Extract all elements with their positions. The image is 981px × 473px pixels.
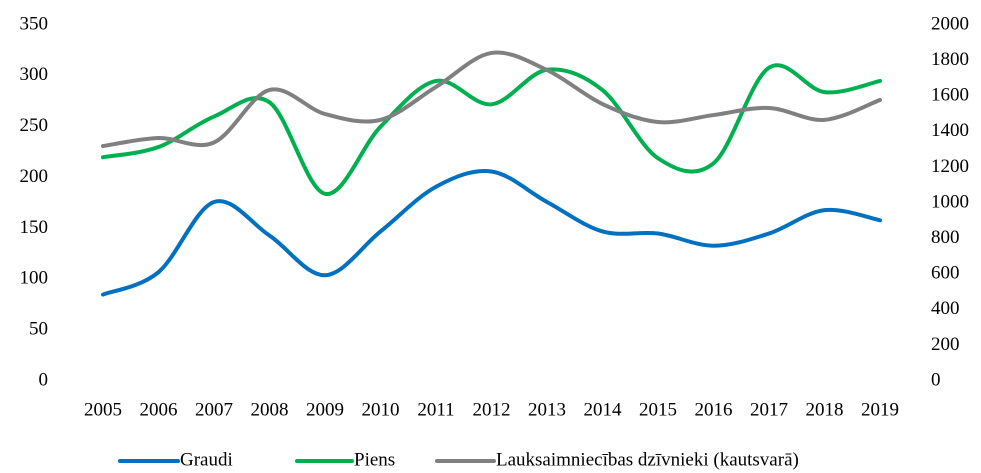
x-tick-label: 2016	[695, 399, 733, 420]
y2-tick-label: 2000	[931, 13, 969, 34]
x-tick-label: 2012	[473, 399, 511, 420]
legend-label: Graudi	[180, 449, 233, 470]
series-line	[101, 50, 882, 149]
x-tick-label: 2006	[140, 399, 178, 420]
y-tick-label: 0	[39, 369, 49, 390]
y-tick-label: 50	[29, 319, 48, 340]
y-tick-label: 250	[20, 115, 49, 136]
y-tick-label: 350	[20, 13, 49, 34]
y2-tick-label: 1400	[931, 120, 969, 141]
x-tick-label: 2009	[306, 399, 344, 420]
series-line	[101, 63, 882, 196]
y2-tick-label: 0	[931, 369, 941, 390]
y2-tick-label: 1200	[931, 156, 969, 177]
x-tick-label: 2019	[861, 399, 899, 420]
x-tick-label: 2015	[639, 399, 677, 420]
legend-label: Piens	[354, 449, 395, 470]
legend-label: Lauksaimniecības dzīvnieki (kautsvarā)	[496, 449, 799, 470]
x-tick-label: 2010	[362, 399, 400, 420]
y2-tick-label: 1600	[931, 85, 969, 106]
y-tick-label: 200	[20, 166, 49, 187]
x-tick-label: 2005	[84, 399, 122, 420]
y-tick-label: 300	[20, 64, 49, 85]
y2-tick-label: 200	[931, 334, 960, 355]
x-tick-label: 2018	[806, 399, 844, 420]
y2-tick-label: 800	[931, 227, 960, 248]
x-tick-label: 2011	[417, 399, 454, 420]
x-tick-label: 2014	[584, 399, 623, 420]
series-line	[101, 168, 882, 297]
y2-tick-label: 600	[931, 263, 960, 284]
x-tick-label: 2017	[750, 399, 788, 420]
y2-tick-label: 1000	[931, 191, 969, 212]
y-tick-label: 150	[20, 217, 49, 238]
y2-tick-label: 400	[931, 298, 960, 319]
x-tick-label: 2008	[251, 399, 289, 420]
x-tick-label: 2007	[195, 399, 233, 420]
y2-tick-label: 1800	[931, 49, 969, 70]
x-tick-label: 2013	[528, 399, 566, 420]
y-tick-label: 100	[20, 268, 49, 289]
